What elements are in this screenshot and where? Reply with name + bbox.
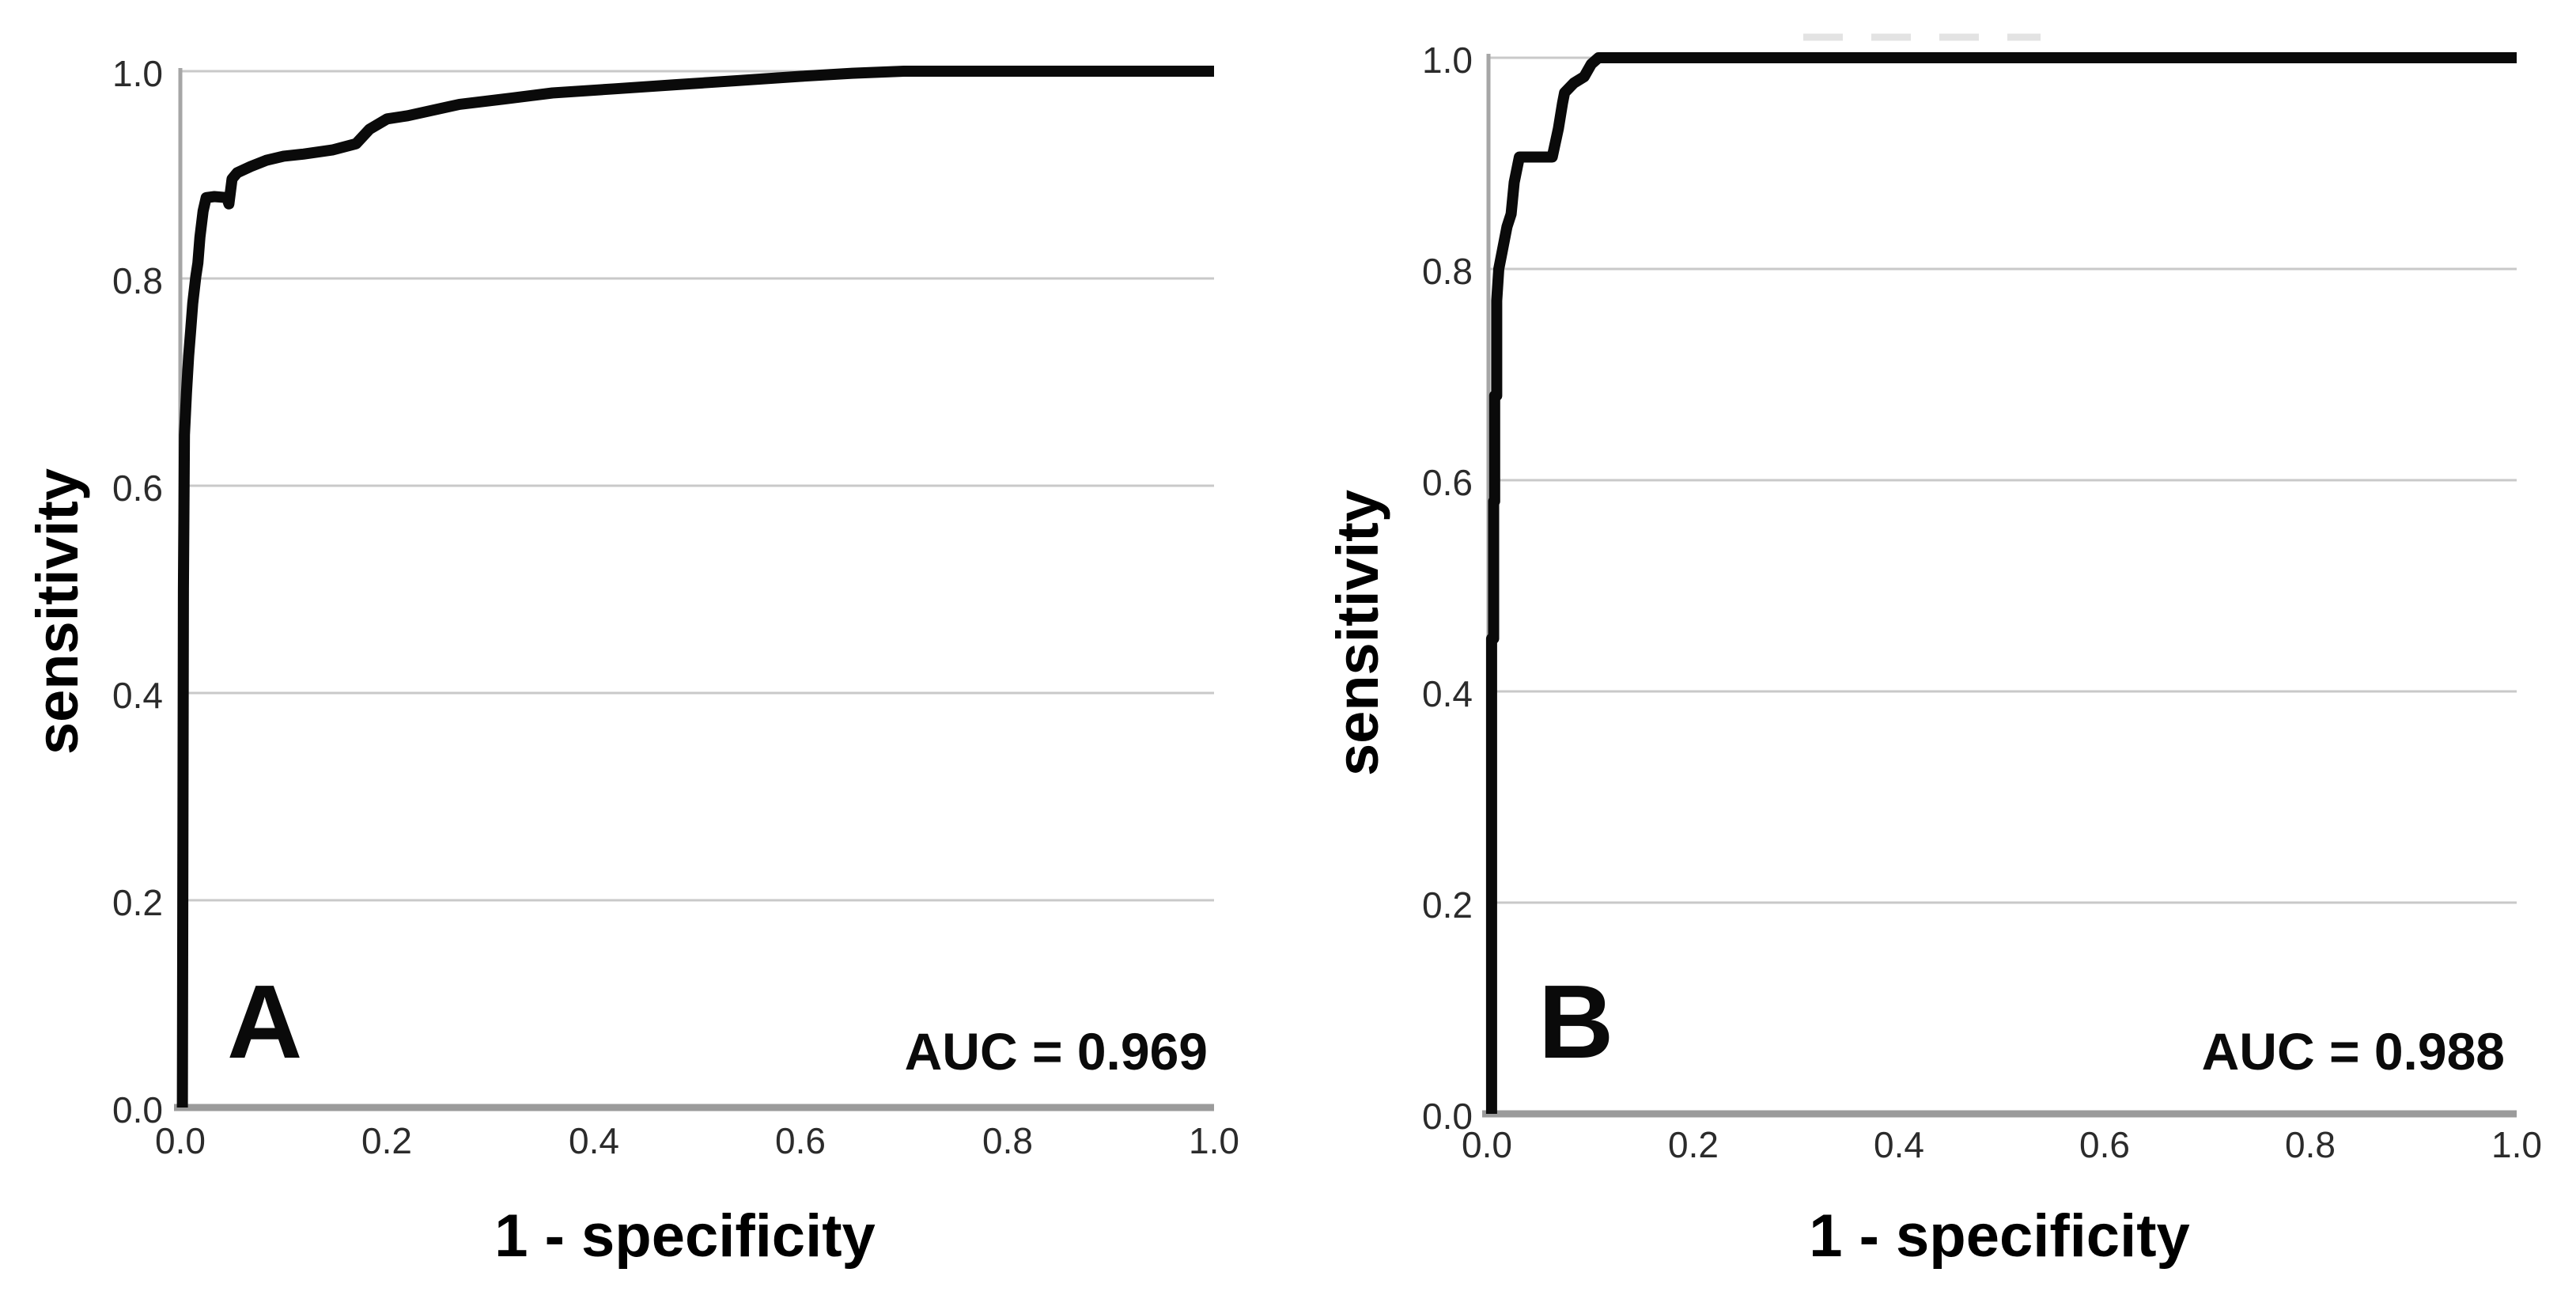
y-tick-label: 0.4 bbox=[1422, 673, 1473, 714]
y-tick-label: 0.0 bbox=[1422, 1096, 1473, 1137]
y-tick-label: 0.2 bbox=[112, 882, 163, 923]
y-tick-label: 0.4 bbox=[112, 675, 163, 716]
x-tick-label: 1.0 bbox=[2491, 1124, 2542, 1165]
y-tick-label: 0.6 bbox=[1422, 462, 1473, 503]
x-tick-labels-b: 0.0 0.2 0.4 0.6 0.8 1.0 bbox=[1462, 1124, 2542, 1165]
x-tick-label: 1.0 bbox=[1189, 1120, 1239, 1161]
y-tick-label: 0.8 bbox=[1422, 251, 1473, 292]
y-tick-label: 0.8 bbox=[112, 260, 163, 301]
y-tick-labels-a: 0.0 0.2 0.4 0.6 0.8 1.0 bbox=[112, 53, 163, 1130]
roc-panel-a: 0.0 0.2 0.4 0.6 0.8 1.0 0.0 0.2 0.4 0.6 … bbox=[25, 53, 1239, 1270]
x-tick-labels-a: 0.0 0.2 0.4 0.6 0.8 1.0 bbox=[155, 1120, 1239, 1161]
x-axis-title-a: 1 - specificity bbox=[494, 1202, 876, 1270]
y-axis-title-a: sensitivity bbox=[25, 468, 90, 755]
y-axis-title-b: sensitivity bbox=[1325, 490, 1390, 776]
x-tick-label: 0.2 bbox=[361, 1120, 412, 1161]
y-tick-labels-b: 0.0 0.2 0.4 0.6 0.8 1.0 bbox=[1422, 40, 1473, 1137]
x-tick-label: 0.4 bbox=[569, 1120, 619, 1161]
panel-label-b: B bbox=[1538, 964, 1613, 1080]
y-tick-label: 0.0 bbox=[112, 1089, 163, 1130]
x-tick-label: 0.6 bbox=[2079, 1124, 2130, 1165]
roc-panel-b: 0.0 0.2 0.4 0.6 0.8 1.0 0.0 0.2 0.4 0.6 … bbox=[1325, 33, 2542, 1270]
y-tick-label: 0.2 bbox=[1422, 884, 1473, 926]
x-tick-label: 0.4 bbox=[1874, 1124, 1924, 1165]
y-tick-label: 1.0 bbox=[112, 53, 163, 94]
gridlines-a bbox=[180, 70, 1214, 902]
x-tick-label: 0.0 bbox=[1462, 1124, 1512, 1165]
auc-annotation-b: AUC = 0.988 bbox=[2202, 1022, 2505, 1081]
roc-curve-b bbox=[1485, 52, 2517, 1114]
y-tick-label: 0.6 bbox=[112, 468, 163, 509]
auc-annotation-a: AUC = 0.969 bbox=[905, 1022, 1208, 1081]
y-tick-label: 1.0 bbox=[1422, 40, 1473, 81]
x-tick-label: 0.0 bbox=[155, 1120, 206, 1161]
x-axis-title-b: 1 - specificity bbox=[1809, 1202, 2190, 1270]
x-tick-label: 0.8 bbox=[2285, 1124, 2336, 1165]
panel-label-a: A bbox=[227, 964, 302, 1080]
roc-curve-a bbox=[176, 66, 1214, 1108]
x-tick-label: 0.6 bbox=[775, 1120, 826, 1161]
gridlines-b bbox=[1488, 56, 2517, 904]
x-tick-label: 0.8 bbox=[982, 1120, 1033, 1161]
x-tick-label: 0.2 bbox=[1668, 1124, 1719, 1165]
